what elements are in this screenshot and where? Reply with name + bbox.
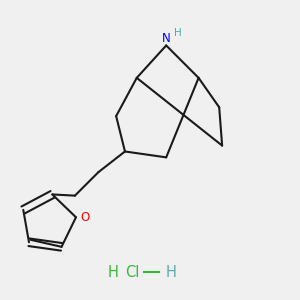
Text: N: N xyxy=(162,32,171,45)
Text: H: H xyxy=(174,28,182,38)
Text: H: H xyxy=(165,265,176,280)
Text: Cl: Cl xyxy=(125,265,140,280)
Text: H: H xyxy=(108,265,118,280)
Text: O: O xyxy=(80,211,90,224)
